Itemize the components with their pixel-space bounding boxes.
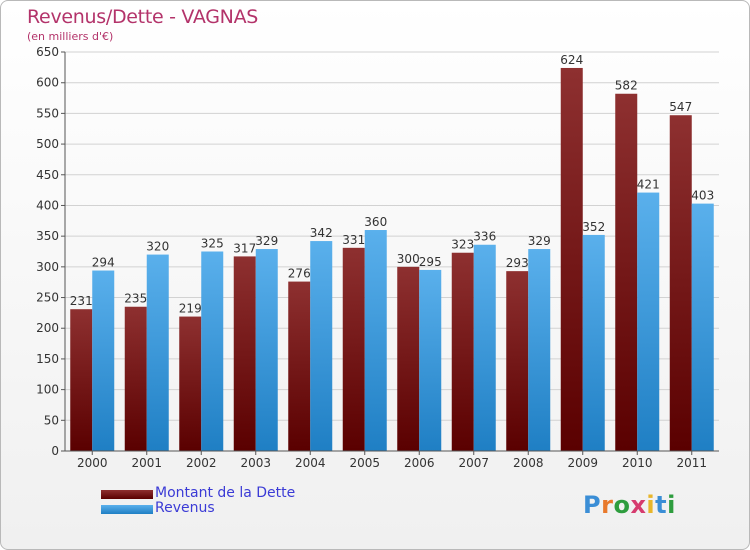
legend-swatch-debt	[101, 490, 153, 499]
y-tick-label: 300	[36, 260, 59, 274]
y-tick-label: 400	[36, 198, 59, 212]
data-label: 276	[288, 267, 311, 281]
debt-bar	[615, 93, 638, 451]
revenue-bar	[146, 254, 169, 451]
debt-bar	[179, 316, 202, 451]
x-tick-label: 2007	[458, 456, 489, 470]
x-tick-label: 2000	[77, 456, 108, 470]
y-tick-label: 550	[36, 106, 59, 120]
data-label: 360	[364, 215, 387, 229]
debt-bar	[506, 271, 529, 451]
revenue-bar	[637, 192, 660, 451]
data-label: 331	[342, 233, 365, 247]
grid-lines	[65, 51, 719, 452]
debt-bar	[233, 256, 256, 451]
y-tick-label: 0	[51, 444, 59, 458]
y-tick-label: 350	[36, 229, 59, 243]
revenue-bar	[419, 269, 442, 451]
logo-letter: i	[667, 491, 676, 519]
data-label: 219	[179, 302, 202, 316]
revenue-bar	[92, 270, 115, 451]
data-label: 352	[582, 220, 605, 234]
data-label: 300	[397, 252, 420, 266]
y-tick-label: 450	[36, 168, 59, 182]
data-label: 329	[528, 234, 551, 248]
data-label: 582	[615, 79, 638, 93]
chart-title: Revenus/Dette - VAGNAS	[27, 6, 259, 28]
logo-letter: P	[583, 491, 602, 519]
legend-label-revenue: Revenus	[155, 500, 215, 516]
y-axis-ticks: 0 50 100 150 200 250 300 350 400 450 500 550 600 650	[36, 45, 65, 458]
y-tick-label: 600	[36, 76, 59, 90]
debt-bar	[124, 306, 147, 451]
bars	[70, 67, 714, 452]
revenue-bar	[582, 234, 605, 451]
data-label: 336	[473, 230, 496, 244]
debt-bar	[342, 247, 365, 451]
data-label: 547	[669, 100, 692, 114]
chart-subtitle: (en milliers d'€)	[27, 30, 114, 43]
data-label: 293	[506, 256, 529, 270]
y-tick-label: 50	[44, 413, 59, 427]
x-tick-label: 2011	[676, 456, 707, 470]
data-label: 342	[310, 226, 333, 240]
y-tick-label: 150	[36, 352, 59, 366]
data-label: 624	[560, 53, 583, 67]
logo-letter: t	[655, 491, 668, 519]
x-tick-label: 2009	[567, 456, 598, 470]
data-label: 320	[146, 240, 169, 254]
data-label: 421	[637, 178, 660, 192]
y-tick-label: 500	[36, 137, 59, 151]
y-tick-label: 250	[36, 291, 59, 305]
revenue-bar	[473, 244, 496, 451]
x-tick-label: 2002	[186, 456, 217, 470]
proxiti-logo: Proxiti	[583, 491, 676, 519]
axes	[64, 52, 719, 452]
x-tick-label: 2008	[513, 456, 544, 470]
logo-letter: r	[601, 491, 614, 519]
legend-label-debt: Montant de la Dette	[155, 485, 296, 501]
data-label: 294	[92, 256, 115, 270]
x-axis-ticks: 2000 2001 2002 2003 2004 2005 2006 2007 2008 2009…	[77, 451, 707, 470]
debt-bar	[70, 309, 93, 451]
x-tick-label: 2004	[295, 456, 326, 470]
y-tick-label: 100	[36, 383, 59, 397]
data-label: 325	[201, 237, 224, 251]
debt-bar	[288, 281, 311, 451]
data-label: 329	[255, 234, 278, 248]
data-label: 295	[419, 255, 442, 269]
data-label: 317	[233, 241, 256, 255]
x-tick-label: 2005	[349, 456, 380, 470]
debt-bar	[397, 266, 420, 451]
logo-letter: x	[630, 491, 647, 519]
revenue-bar	[310, 241, 333, 451]
data-label: 323	[451, 238, 474, 252]
debt-bar	[560, 67, 583, 452]
x-tick-label: 2006	[404, 456, 435, 470]
logo-letter: i	[646, 491, 656, 519]
data-label: 235	[124, 292, 147, 306]
revenue-bar	[201, 251, 224, 451]
revenue-bar	[691, 203, 714, 451]
y-tick-label: 200	[36, 321, 59, 335]
revenue-bar	[364, 230, 387, 451]
logo-letter: o	[613, 491, 631, 519]
y-tick-label: 650	[36, 45, 59, 59]
x-tick-label: 2003	[240, 456, 271, 470]
debt-bar	[669, 115, 692, 452]
data-label: 403	[691, 189, 714, 203]
x-tick-label: 2010	[622, 456, 653, 470]
revenue-bar	[255, 249, 278, 451]
data-label: 231	[70, 294, 93, 308]
legend-swatch-revenue	[101, 505, 153, 514]
revenue-bar	[528, 249, 551, 451]
x-tick-label: 2001	[131, 456, 162, 470]
debt-bar	[451, 252, 474, 451]
